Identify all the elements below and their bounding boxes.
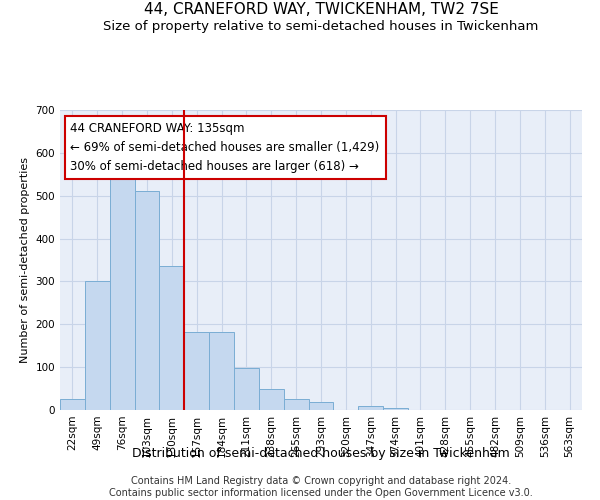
Bar (358, 406, 383, 410)
Bar (110, 175, 134, 410)
Bar (259, 388, 284, 410)
Text: Contains public sector information licensed under the Open Government Licence v3: Contains public sector information licen… (109, 488, 533, 498)
Bar (85, 282, 110, 410)
Text: Size of property relative to semi-detached houses in Twickenham: Size of property relative to semi-detach… (103, 20, 539, 33)
Bar (60, 400, 85, 410)
Text: Contains HM Land Registry data © Crown copyright and database right 2024.: Contains HM Land Registry data © Crown c… (131, 476, 511, 486)
Bar (134, 192, 160, 410)
Bar (284, 400, 308, 410)
Bar (209, 332, 234, 410)
Y-axis label: Number of semi-detached properties: Number of semi-detached properties (20, 157, 30, 363)
Bar (308, 402, 334, 410)
Bar (184, 332, 209, 410)
Bar (160, 266, 184, 410)
Text: 44, CRANEFORD WAY, TWICKENHAM, TW2 7SE: 44, CRANEFORD WAY, TWICKENHAM, TW2 7SE (143, 2, 499, 18)
Text: 44 CRANEFORD WAY: 135sqm
← 69% of semi-detached houses are smaller (1,429)
30% o: 44 CRANEFORD WAY: 135sqm ← 69% of semi-d… (70, 122, 380, 173)
Text: Distribution of semi-detached houses by size in Twickenham: Distribution of semi-detached houses by … (132, 448, 510, 460)
Bar (383, 408, 408, 410)
Bar (234, 368, 259, 410)
